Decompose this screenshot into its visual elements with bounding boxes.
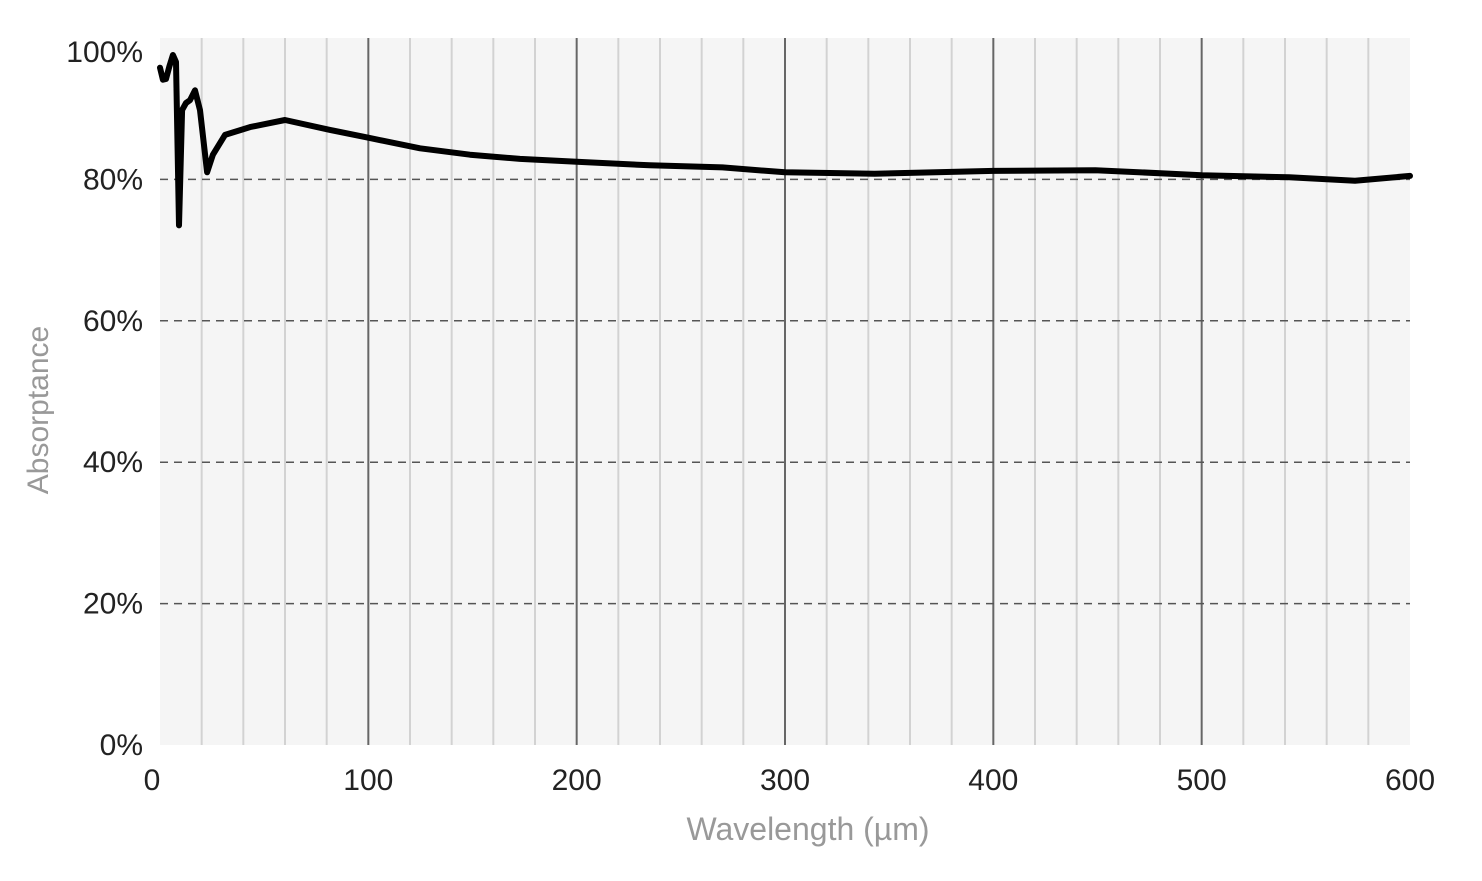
y-tick-label: 20% — [83, 588, 143, 621]
grid — [160, 38, 1410, 745]
y-tick-label: 60% — [83, 305, 143, 338]
series-line — [157, 52, 1413, 229]
y-tick-label: 100% — [66, 36, 143, 69]
x-tick-label: 500 — [1177, 764, 1227, 797]
x-axis-ticks: 0 100 200 300 400 500 600 — [144, 764, 1435, 797]
y-tick-label: 0% — [100, 729, 143, 762]
x-tick-label: 600 — [1385, 764, 1435, 797]
y-axis-label: Absorptance — [22, 326, 55, 494]
y-axis-ticks: 0% 20% 40% 60% 80% 100% — [66, 36, 143, 762]
x-tick-label: 200 — [552, 764, 602, 797]
x-tick-label: 400 — [968, 764, 1018, 797]
x-tick-label: 0 — [144, 764, 161, 797]
x-tick-label: 100 — [343, 764, 393, 797]
x-axis-label: Wavelength (µm) — [686, 811, 929, 847]
x-tick-label: 300 — [760, 764, 810, 797]
y-tick-label: 80% — [83, 163, 143, 196]
y-tick-label: 40% — [83, 446, 143, 479]
